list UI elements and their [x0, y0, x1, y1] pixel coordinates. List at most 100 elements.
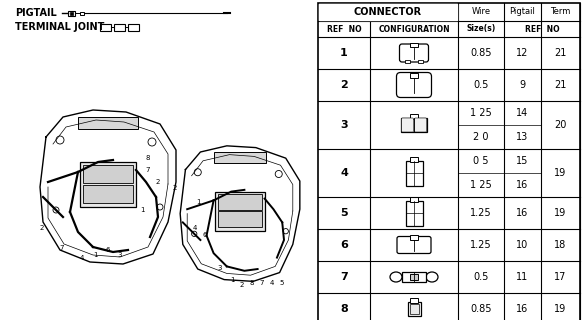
Text: 11: 11 — [516, 272, 528, 282]
Text: 1: 1 — [196, 199, 200, 205]
Text: 10: 10 — [516, 240, 528, 250]
Text: 0.85: 0.85 — [470, 48, 492, 58]
FancyBboxPatch shape — [397, 236, 431, 253]
Text: 1: 1 — [340, 48, 348, 58]
Text: 15: 15 — [516, 156, 528, 166]
Text: 5: 5 — [340, 208, 348, 218]
Text: Term: Term — [551, 7, 571, 17]
Text: 1: 1 — [140, 207, 144, 213]
Bar — [214, 152, 267, 163]
Circle shape — [283, 228, 289, 234]
Bar — [78, 117, 138, 129]
Text: 7: 7 — [260, 280, 264, 286]
Text: 4: 4 — [193, 225, 197, 231]
Text: 20: 20 — [554, 120, 567, 130]
FancyBboxPatch shape — [399, 44, 428, 62]
Text: 2: 2 — [173, 185, 177, 191]
Text: 17: 17 — [554, 272, 567, 282]
Circle shape — [194, 169, 201, 176]
Bar — [410, 304, 418, 314]
Text: 6: 6 — [106, 247, 110, 253]
Bar — [128, 23, 139, 30]
Text: 19: 19 — [555, 304, 567, 314]
Bar — [410, 156, 418, 162]
Text: 0.5: 0.5 — [473, 80, 489, 90]
Text: Pigtail: Pigtail — [510, 7, 535, 17]
Text: Size(s): Size(s) — [466, 25, 496, 34]
Text: 0.85: 0.85 — [470, 304, 492, 314]
Bar — [405, 60, 410, 62]
Ellipse shape — [426, 272, 438, 282]
Circle shape — [53, 207, 59, 213]
Text: 0.5: 0.5 — [473, 272, 489, 282]
Bar — [410, 298, 418, 303]
Bar — [410, 73, 418, 77]
Text: 19: 19 — [555, 208, 567, 218]
Bar — [215, 192, 265, 231]
Text: 19: 19 — [555, 168, 567, 178]
Bar — [410, 114, 418, 119]
Circle shape — [275, 171, 282, 178]
Text: CONNECTOR: CONNECTOR — [354, 7, 422, 17]
Bar — [401, 118, 427, 132]
Text: 2: 2 — [240, 282, 244, 288]
Text: 3: 3 — [118, 252, 122, 258]
Text: 16: 16 — [516, 180, 528, 190]
Bar — [410, 235, 418, 239]
Text: 8: 8 — [250, 280, 254, 286]
Text: 7: 7 — [60, 245, 64, 251]
Ellipse shape — [390, 272, 402, 282]
Text: 21: 21 — [554, 80, 567, 90]
Text: 4: 4 — [80, 255, 84, 261]
Circle shape — [157, 204, 163, 210]
Bar — [402, 272, 426, 282]
Text: 3: 3 — [340, 120, 348, 130]
Text: PIGTAIL: PIGTAIL — [15, 8, 57, 18]
Text: 1 25: 1 25 — [470, 108, 492, 118]
Circle shape — [191, 231, 197, 236]
Text: Wire: Wire — [471, 7, 491, 17]
Bar — [410, 274, 418, 280]
Text: 2: 2 — [156, 179, 160, 185]
Text: REF  NO: REF NO — [525, 25, 559, 34]
Text: 1: 1 — [230, 277, 234, 283]
Bar — [410, 43, 418, 46]
Text: 4: 4 — [340, 168, 348, 178]
Bar — [418, 60, 423, 62]
Text: 8: 8 — [340, 304, 348, 314]
Circle shape — [148, 138, 156, 146]
Text: 7: 7 — [340, 272, 348, 282]
Bar — [410, 196, 418, 202]
Bar — [114, 23, 125, 30]
Text: 16: 16 — [516, 304, 528, 314]
Bar — [406, 201, 423, 226]
Bar — [68, 11, 75, 15]
Text: 2: 2 — [340, 80, 348, 90]
Text: 14: 14 — [516, 108, 528, 118]
Text: 1.25: 1.25 — [470, 240, 492, 250]
Bar — [80, 162, 136, 207]
Bar — [70, 12, 73, 14]
Bar — [406, 161, 423, 186]
Text: 5: 5 — [280, 280, 284, 286]
Bar — [83, 165, 133, 183]
FancyBboxPatch shape — [402, 118, 413, 132]
Bar — [318, 3, 580, 320]
Text: 16: 16 — [516, 208, 528, 218]
Text: TERMINAL JOINT: TERMINAL JOINT — [15, 22, 104, 32]
Text: 12: 12 — [516, 48, 528, 58]
Bar — [100, 23, 111, 30]
Text: 13: 13 — [516, 132, 528, 142]
Bar — [218, 194, 262, 210]
Text: 8: 8 — [146, 155, 150, 161]
Text: 1.25: 1.25 — [470, 208, 492, 218]
FancyBboxPatch shape — [414, 118, 427, 132]
Text: 2: 2 — [40, 225, 44, 231]
Text: REF  NO: REF NO — [327, 25, 361, 34]
Text: 18: 18 — [555, 240, 567, 250]
Bar — [80, 12, 84, 14]
Text: 2 0: 2 0 — [473, 132, 489, 142]
Text: 6: 6 — [340, 240, 348, 250]
FancyBboxPatch shape — [396, 73, 431, 98]
Text: 6: 6 — [203, 232, 207, 238]
